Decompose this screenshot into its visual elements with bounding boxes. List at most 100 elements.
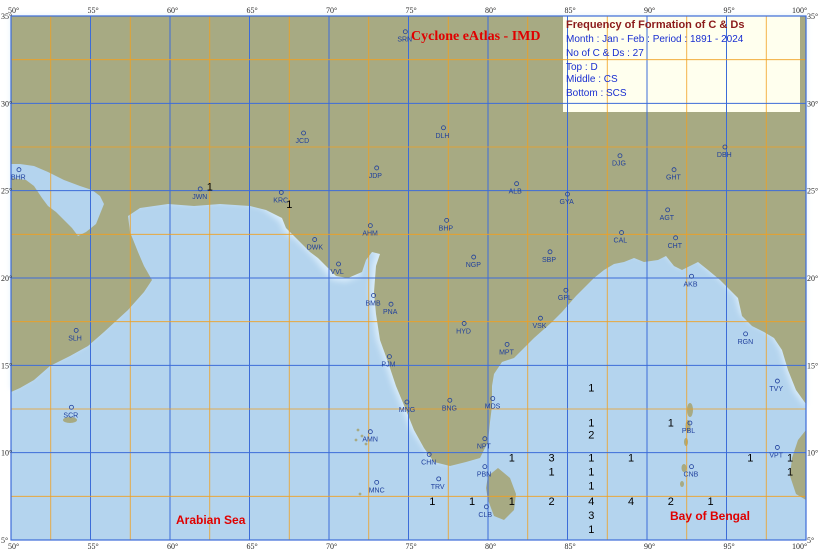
station-label: MDS <box>485 404 501 411</box>
formation-count: 1 <box>588 417 594 429</box>
map-frame <box>10 15 807 541</box>
info-line-count: No of C & Ds : 27 <box>566 48 644 59</box>
formation-count: 1 <box>549 466 555 478</box>
station-label: AHM <box>362 231 378 238</box>
formation-count: 1 <box>588 452 594 464</box>
lat-tick-left: 35° <box>1 12 12 21</box>
station-label: AKB <box>684 281 698 288</box>
station-label: MPT <box>499 349 514 356</box>
station-label: SBP <box>542 257 556 264</box>
station-marker <box>367 223 373 229</box>
lon-tick-top: 50° <box>8 6 19 15</box>
lat-tick-left: 30° <box>1 99 12 108</box>
info-box <box>563 16 800 112</box>
lon-tick-bottom: 60° <box>167 542 178 551</box>
formation-count: 1 <box>286 199 292 211</box>
lon-tick-bottom: 80° <box>485 542 496 551</box>
station-label: SCR <box>63 412 78 419</box>
station-marker <box>689 464 694 470</box>
station-marker <box>404 399 410 405</box>
lon-tick-bottom: 75° <box>406 542 417 551</box>
station-label: PBL <box>682 428 695 435</box>
formation-count: 1 <box>787 452 793 464</box>
station-label: DLH <box>435 133 449 140</box>
station-marker <box>301 130 306 136</box>
formation-count: 3 <box>549 452 555 464</box>
station-marker <box>69 404 74 410</box>
info-line-bottom: Bottom : SCS <box>566 88 627 99</box>
lat-tick-left: 5° <box>1 536 8 545</box>
station-label: HYD <box>456 328 471 335</box>
formation-count: 4 <box>628 496 634 508</box>
formation-count: 1 <box>429 496 435 508</box>
lon-tick-bottom: 85° <box>565 542 576 551</box>
station-marker <box>689 273 694 279</box>
station-marker <box>374 479 380 485</box>
station-marker <box>671 167 677 173</box>
info-line-period: Month : Jan - Feb : Period : 1891 - 2024 <box>566 34 744 45</box>
formation-count: 2 <box>588 430 594 442</box>
land-sri-lanka <box>486 468 516 520</box>
formation-count: 1 <box>588 524 594 536</box>
info-line-middle: Middle : CS <box>566 74 618 85</box>
formation-count: 4 <box>588 496 594 508</box>
station-label: VVL <box>331 269 344 276</box>
station-label: NGP <box>466 262 482 269</box>
station-marker <box>16 167 22 173</box>
land-southeast <box>790 430 806 500</box>
formation-count: 1 <box>588 383 594 395</box>
station-marker <box>426 452 432 457</box>
station-label: GYA <box>560 199 575 206</box>
station-label: VSK <box>532 323 546 330</box>
station-marker <box>336 261 341 267</box>
axis-ticks: 50° 50° 55° 55° 60° 60° 65° 65° 70° 70° 75° 75° 80° 8… <box>1 6 818 551</box>
station-label: ALB <box>509 189 523 196</box>
station-label: SLH <box>68 335 82 342</box>
station-label: JWN <box>192 194 207 201</box>
formation-count: 1 <box>469 496 475 508</box>
lon-tick-top: 90° <box>644 6 655 15</box>
station-marker <box>482 436 488 442</box>
map-title: Cyclone eAtlas - IMD <box>411 29 540 44</box>
lon-tick-bottom: 90° <box>644 542 655 551</box>
station-marker <box>447 397 453 403</box>
station-marker <box>617 153 623 159</box>
station-marker <box>371 293 376 298</box>
station-label: CHN <box>421 459 436 466</box>
station-label: GHT <box>666 175 682 182</box>
formation-count: 2 <box>549 496 555 508</box>
station-label: RGN <box>738 339 754 346</box>
lon-tick-top: 70° <box>326 6 337 15</box>
station-marker <box>436 476 442 482</box>
station-label: GPL <box>558 295 572 302</box>
info-line-top: Top : D <box>566 62 598 73</box>
lon-tick-top: 95° <box>724 6 735 15</box>
lat-tick-right: 5° <box>807 536 814 545</box>
station-marker <box>619 230 624 235</box>
lon-tick-bottom: 70° <box>326 542 337 551</box>
lon-tick-top: 75° <box>406 6 417 15</box>
station-marker <box>484 504 489 510</box>
station-label: AMN <box>362 437 378 444</box>
station-label: PJM <box>381 362 395 369</box>
lat-tick-left: 25° <box>1 187 12 196</box>
station-label: BHR <box>11 175 26 182</box>
station-marker <box>490 396 496 401</box>
arabian-sea-label: Arabian Sea <box>176 513 246 527</box>
formation-count: 1 <box>668 417 674 429</box>
info-heading: Frequency of Formation of C & Ds <box>566 19 744 31</box>
station-marker <box>441 125 446 131</box>
station-marker <box>743 331 748 337</box>
lon-tick-top: 100° <box>792 6 807 15</box>
station-label: VPT <box>769 452 783 459</box>
formation-count: 2 <box>668 496 674 508</box>
station-label: TVY <box>769 386 783 393</box>
lat-tick-left: 10° <box>1 449 12 458</box>
formation-count: 1 <box>588 466 594 478</box>
station-marker <box>565 191 570 197</box>
station-marker <box>461 321 467 326</box>
station-marker <box>312 237 318 242</box>
station-label: SRN <box>397 37 412 44</box>
small-islands <box>63 417 368 496</box>
